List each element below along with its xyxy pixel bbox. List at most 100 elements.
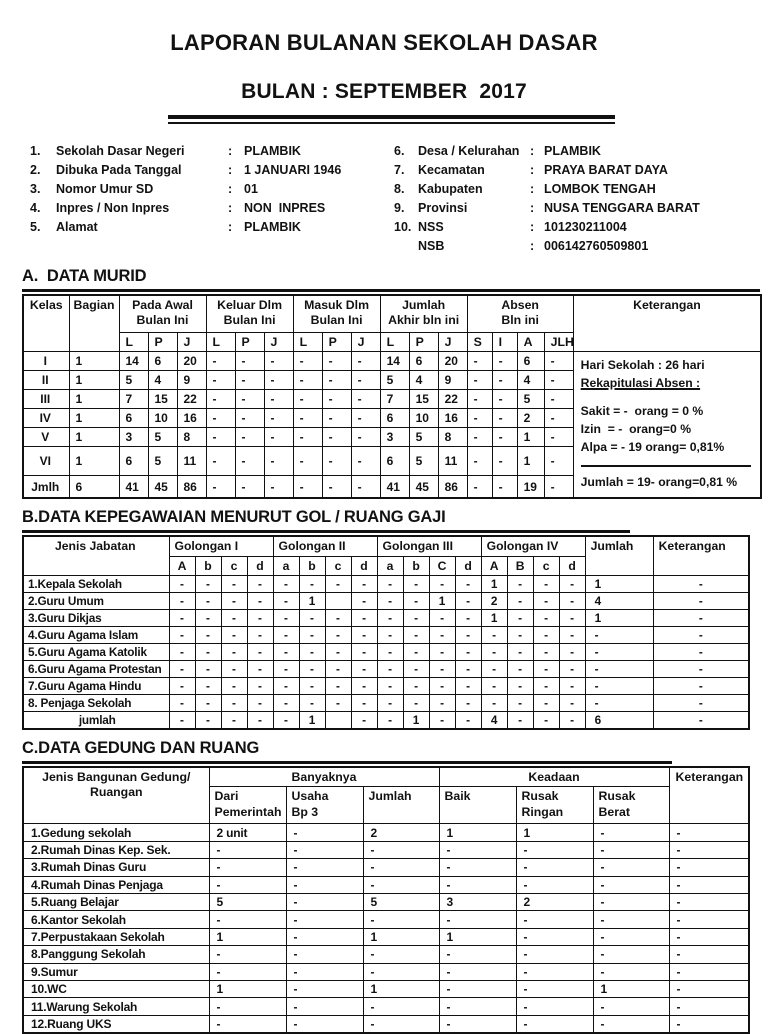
- cell: -: [454, 643, 482, 662]
- table-row: VI 1 6 5 11- - - - - -6 5 11- -1-: [22, 445, 761, 476]
- column-header: d: [246, 555, 274, 577]
- cell: 6: [118, 445, 149, 476]
- cell: -: [515, 979, 594, 999]
- cell: 1: [68, 388, 120, 409]
- cell: -: [350, 474, 381, 499]
- cell: -: [558, 711, 586, 730]
- cell: -: [220, 660, 248, 679]
- info-colon: :: [530, 163, 535, 177]
- cell: -: [246, 711, 274, 730]
- table-row: 6.Guru Agama Protestan - - - - - - - - - - - - - - - - - -: [22, 660, 750, 679]
- row-label: 1.Gedung sekolah: [22, 823, 210, 842]
- cell: -: [205, 350, 236, 371]
- cell: -: [515, 840, 594, 860]
- cell: -: [272, 677, 300, 696]
- cell: -: [402, 660, 430, 679]
- cell: -: [543, 388, 574, 409]
- cell: -: [168, 609, 196, 628]
- cell: 45: [408, 474, 439, 499]
- cell: -: [272, 660, 300, 679]
- cell: -: [324, 609, 352, 628]
- cell: -: [362, 1014, 440, 1034]
- cell: -: [350, 643, 378, 662]
- cell: -: [350, 426, 381, 447]
- column-header: Dari Pemerintah: [208, 786, 287, 825]
- cell: -: [272, 609, 300, 628]
- cell: -: [652, 626, 750, 645]
- cell: 20: [176, 350, 207, 371]
- cell: -: [220, 626, 248, 645]
- info-no: 9.: [394, 201, 405, 215]
- cell: -: [454, 660, 482, 679]
- cell: -: [668, 858, 750, 877]
- column-header: Golongan III: [376, 535, 482, 557]
- cell: 5: [147, 445, 178, 476]
- cell: -: [491, 474, 518, 499]
- column-header: Keterangan: [668, 766, 750, 825]
- info-value: PRAYA BARAT DAYA: [544, 163, 668, 177]
- cell: -: [292, 445, 323, 476]
- header-row: Kelas Bagian Pada Awal Bulan Ini Keluar Dlm…: [22, 294, 762, 352]
- cell: -: [592, 823, 670, 842]
- table-row: 2.Guru Umum - - - - -1- - -1-2- - -4-: [22, 592, 750, 611]
- cell: -: [558, 592, 586, 611]
- cell: 2: [480, 592, 508, 611]
- cell: -: [168, 626, 196, 645]
- row-label: VI: [22, 445, 70, 476]
- cell: -: [298, 677, 326, 696]
- cell: -: [194, 609, 222, 628]
- cell: 5: [362, 893, 440, 912]
- cell: -: [272, 575, 300, 594]
- cell: 6: [147, 350, 178, 371]
- row-label: III: [22, 388, 70, 409]
- column-header: A: [516, 331, 545, 352]
- info-value: 101230211004: [544, 220, 627, 234]
- cell: -: [194, 575, 222, 594]
- cell: -: [298, 660, 326, 679]
- table-row: 7.Guru Agama Hindu - - - - - - - - - - - - - - - - - -: [22, 677, 750, 696]
- table-row: 3.Guru Dikjas - - - - - - - - - - - -1- - -1-: [22, 609, 750, 628]
- row-label: Jmlh: [22, 474, 70, 499]
- cell: -: [376, 677, 404, 696]
- data-murid-table: Kelas Bagian Pada Awal Bulan Ini Keluar Dlm…: [22, 294, 763, 500]
- row-label: 7.Perpustakaan Sekolah: [22, 927, 210, 947]
- cell: -: [272, 643, 300, 662]
- column-header: b: [194, 555, 222, 577]
- cell: 5: [408, 445, 439, 476]
- cell: -: [584, 694, 654, 713]
- info-row: 7. Kecamatan: PRAYA BARAT DAYA: [394, 161, 760, 180]
- cell: -: [194, 711, 222, 730]
- cell: -: [285, 927, 364, 947]
- cell: 5: [379, 369, 410, 390]
- cell: -: [402, 694, 430, 713]
- cell: -: [285, 997, 364, 1016]
- row-label: II: [22, 369, 70, 390]
- cell: -: [584, 643, 654, 662]
- cell: -: [350, 711, 378, 730]
- column-header: b: [402, 555, 430, 577]
- cell: -: [592, 893, 670, 912]
- cell: 15: [147, 388, 178, 409]
- column-header: Jumlah: [584, 535, 654, 577]
- table-row: 7.Perpustakaan Sekolah 1-1 1- - -: [22, 927, 750, 947]
- cell: 5: [516, 388, 545, 409]
- cell: -: [298, 575, 326, 594]
- info-no: 2.: [30, 163, 41, 177]
- column-header: Jenis Jabatan: [22, 535, 170, 577]
- info-colon: :: [228, 201, 233, 215]
- cell: -: [263, 426, 294, 447]
- cell: 22: [437, 388, 468, 409]
- page-title: LAPORAN BULANAN SEKOLAH DASAR: [170, 30, 598, 55]
- table-row: II 1 5 4 9- - - - - -5 4 9- -4-: [22, 369, 761, 390]
- cell: -: [558, 643, 586, 662]
- cell: -: [454, 626, 482, 645]
- info-label: Sekolah Dasar Negeri: [56, 144, 185, 158]
- cell: -: [454, 711, 482, 730]
- column-header: B: [506, 555, 534, 577]
- table-row: 9.Sumur - - - - - - -: [22, 962, 750, 981]
- cell: -: [285, 840, 364, 860]
- cell: -: [292, 350, 323, 371]
- cell: 5: [118, 369, 149, 390]
- cell: -: [350, 445, 381, 476]
- cell: -: [285, 910, 364, 929]
